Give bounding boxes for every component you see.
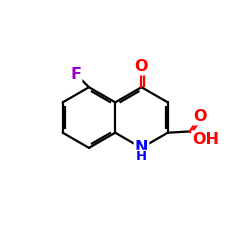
Text: O: O [135, 59, 148, 74]
Text: F: F [70, 66, 81, 82]
Text: N: N [135, 140, 148, 155]
Text: O: O [193, 109, 207, 124]
Text: OH: OH [192, 132, 219, 146]
Text: H: H [136, 150, 147, 163]
